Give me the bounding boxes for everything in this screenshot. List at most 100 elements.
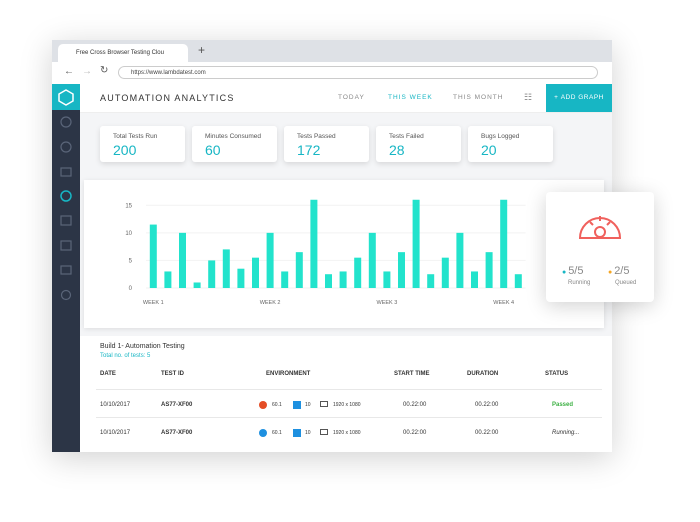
url-bar: ← → ↻ https://www.lambdatest.com xyxy=(52,62,612,85)
stat-value: 172 xyxy=(297,142,321,158)
browser-tab[interactable]: Free Cross Browser Testing Clou xyxy=(58,44,188,62)
sidebar-icons xyxy=(60,116,72,301)
os-version: 10 xyxy=(305,402,311,408)
header: AUTOMATION ANALYTICS TODAY THIS WEEK THI… xyxy=(80,84,612,113)
bar xyxy=(441,257,449,288)
logo[interactable] xyxy=(52,84,80,110)
stat-card[interactable]: Tests Failed 28 xyxy=(376,126,461,162)
bar xyxy=(295,252,303,288)
add-graph-button[interactable]: + ADD GRAPH xyxy=(546,84,612,112)
nav-icon[interactable] xyxy=(60,116,72,128)
status-cell: Passed xyxy=(552,402,574,408)
plus-icon: + xyxy=(554,94,561,101)
stat-label: Minutes Consumed xyxy=(205,133,261,140)
stat-card[interactable]: Tests Passed 172 xyxy=(284,126,369,162)
resolution: 1920 x 1080 xyxy=(333,402,361,408)
start-time-cell: 00.22:00 xyxy=(403,402,427,408)
button-label: ADD GRAPH xyxy=(560,94,604,101)
forward-button[interactable]: → xyxy=(82,66,92,77)
stat-value: 28 xyxy=(389,142,405,158)
x-tick-label: WEEK 2 xyxy=(260,300,281,306)
row-divider xyxy=(96,417,602,418)
running-label: Running xyxy=(568,280,591,286)
back-button[interactable]: ← xyxy=(64,66,74,77)
stat-label: Bugs Logged xyxy=(481,133,520,140)
queued-value: 2/5 xyxy=(614,265,630,277)
column-header: ENVIRONMENT xyxy=(266,371,311,377)
bar xyxy=(164,271,172,288)
browser-version: 60.1 xyxy=(272,430,282,436)
stat-value: 20 xyxy=(481,142,497,158)
y-tick-label: 10 xyxy=(125,231,132,237)
new-tab[interactable]: + xyxy=(198,43,206,57)
test-id-cell: AS77-XF00 xyxy=(161,402,193,408)
resolution: 1920 x 1080 xyxy=(333,430,361,436)
stat-card[interactable]: Total Tests Run 200 xyxy=(100,126,185,162)
bar xyxy=(179,232,186,288)
column-header[interactable]: DATE xyxy=(100,371,116,377)
start-time-cell: 00.22:00 xyxy=(403,430,427,436)
duration-cell: 00.22:00 xyxy=(475,430,499,436)
nav-icon[interactable] xyxy=(60,240,72,251)
test-count: Total no. of tests: 5 xyxy=(100,353,151,359)
display-icon xyxy=(320,429,328,435)
bar xyxy=(514,274,522,288)
nav-icon[interactable] xyxy=(60,167,72,177)
bar xyxy=(354,257,362,288)
os-icon xyxy=(293,429,301,437)
status-icon xyxy=(578,216,622,239)
address-field[interactable]: https://www.lambdatest.com xyxy=(118,66,598,79)
sidebar xyxy=(52,84,80,452)
browser-version: 60.1 xyxy=(272,402,282,408)
os-version: 10 xyxy=(305,430,311,436)
stat-value: 60 xyxy=(205,142,221,158)
nav-icon-active[interactable] xyxy=(60,190,72,202)
bar xyxy=(398,252,405,288)
row-divider xyxy=(96,389,602,390)
y-tick-label: 0 xyxy=(129,286,133,292)
running-count: ● 5/5 xyxy=(562,265,584,277)
stat-label: Tests Failed xyxy=(389,133,424,140)
bar xyxy=(325,274,332,288)
stat-card[interactable]: Minutes Consumed 60 xyxy=(192,126,277,162)
column-header: DURATION xyxy=(467,371,499,377)
period-tab-active[interactable]: THIS WEEK xyxy=(388,94,433,101)
bar xyxy=(310,199,318,288)
status-cell: Running... xyxy=(552,430,580,436)
stat-card[interactable]: Bugs Logged 20 xyxy=(468,126,553,162)
column-header[interactable]: TEST ID xyxy=(161,371,185,377)
bar xyxy=(237,268,245,288)
bar xyxy=(456,232,464,288)
logo-icon xyxy=(58,89,74,106)
bar xyxy=(266,232,274,288)
x-tick-label: WEEK 3 xyxy=(377,300,398,306)
nav-icon[interactable] xyxy=(60,289,72,301)
status-card: ● 5/5 Running ● 2/5 Queued xyxy=(546,192,654,302)
reload-button[interactable]: ↻ xyxy=(100,65,109,76)
y-tick-label: 5 xyxy=(129,258,133,264)
column-header[interactable]: STATUS xyxy=(545,371,569,377)
period-tab[interactable]: THIS MONTH xyxy=(453,94,504,101)
chart-panel: 0 5 10 15 WEEK 1 WEEK 2 WEEK 3 WEEK 4 xyxy=(84,180,604,328)
running-value: 5/5 xyxy=(568,265,584,277)
bar xyxy=(412,199,420,288)
queued-count: ● 2/5 xyxy=(608,265,630,277)
stat-label: Tests Passed xyxy=(297,133,336,140)
bar xyxy=(427,274,435,288)
date-cell: 10/10/2017 xyxy=(100,402,131,408)
nav-icon[interactable] xyxy=(60,215,72,226)
table-panel xyxy=(80,336,612,452)
bar xyxy=(485,252,493,288)
nav-icon[interactable] xyxy=(60,141,72,153)
stat-value: 200 xyxy=(113,142,137,158)
duration-cell: 00.22:00 xyxy=(475,402,499,408)
period-tab[interactable]: TODAY xyxy=(338,94,365,101)
filter-icon[interactable]: ☷ xyxy=(524,92,533,102)
bar xyxy=(252,257,259,288)
bar xyxy=(368,232,376,288)
stat-label: Total Tests Run xyxy=(113,133,158,140)
nav-icon[interactable] xyxy=(60,265,72,275)
bar xyxy=(339,271,347,288)
tab-bar: Free Cross Browser Testing Clou + xyxy=(52,40,612,62)
browser-icon xyxy=(259,401,267,409)
